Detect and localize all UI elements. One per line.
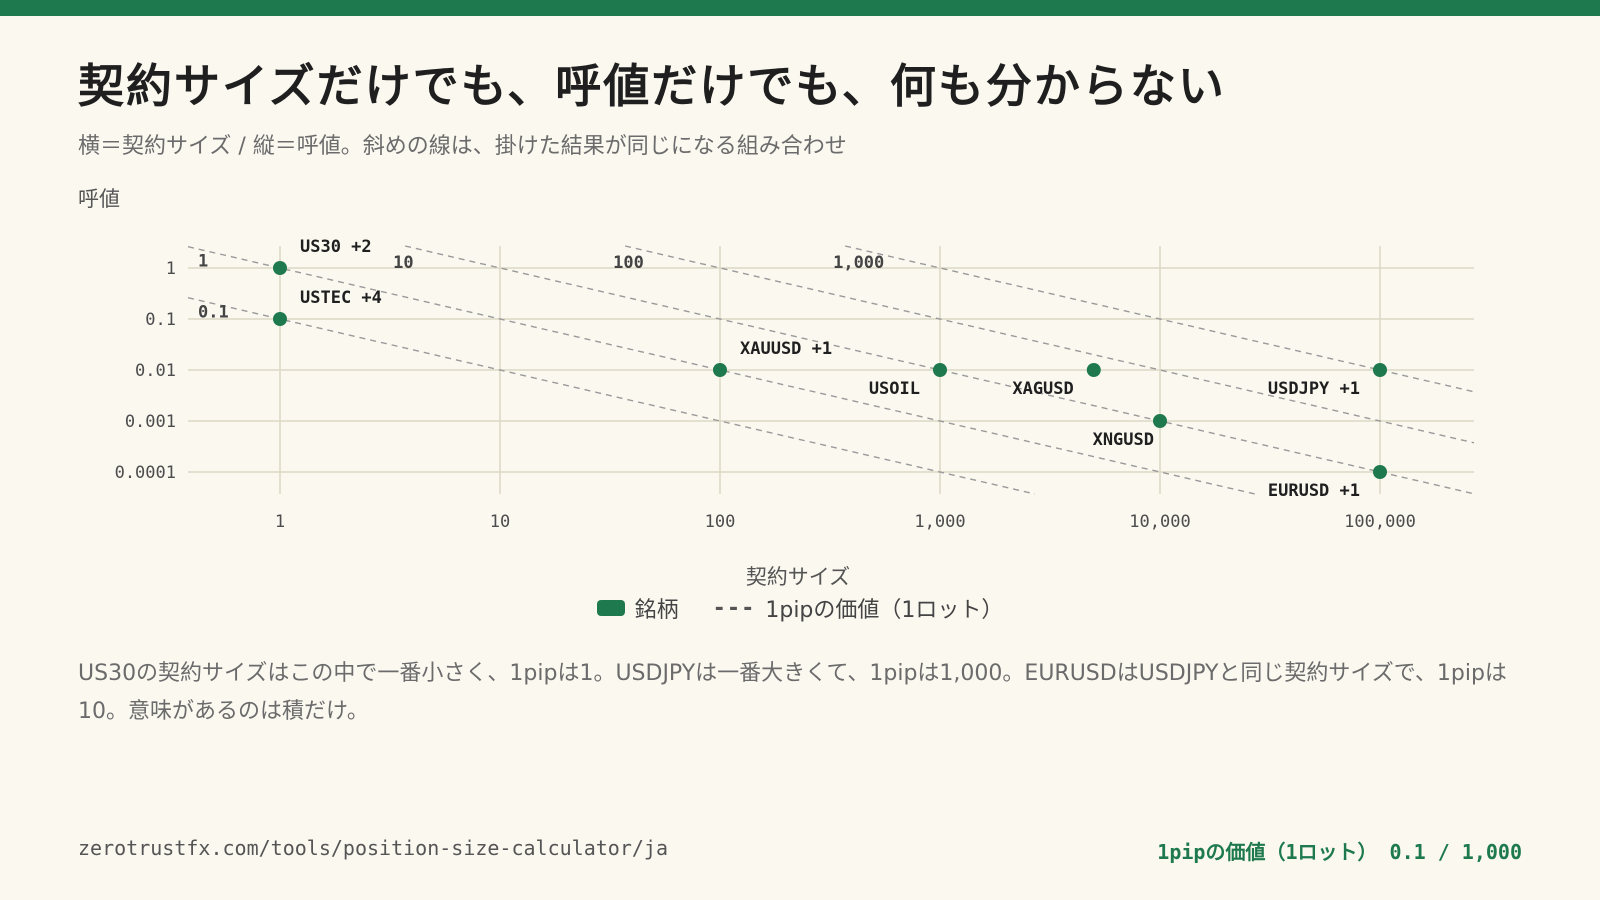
x-axis-title: 契約サイズ [746,565,850,589]
iso-line-label: 1,000 [833,253,884,273]
data-point-usdjpy [1373,363,1387,377]
iso-line [404,245,1475,495]
iso-line [844,245,1475,393]
data-point-xagusd [1086,363,1101,377]
data-point-label: XAUUSD +1 [740,339,832,359]
iso-line-label: 0.1 [198,303,229,323]
y-tick-label: 0.01 [135,361,176,381]
y-tick-label: 0.0001 [115,463,176,483]
y-axis-title: 呼値 [78,187,120,211]
data-point-label: US30 +2 [300,237,372,257]
data-point-xauusd [713,363,727,377]
x-tick-label: 10 [490,512,510,532]
x-tick-label: 1,000 [914,512,965,532]
chart-legend: 銘柄 --- 1pipの価値（1ロット） [0,592,1600,624]
footer-value-range: 1pipの価値（1ロット） 0.1 / 1,000 [1157,840,1522,864]
iso-line-label: 10 [393,253,413,273]
grid-lines [188,246,1474,494]
data-point-label: EURUSD +1 [1268,481,1360,501]
iso-line [187,296,1036,495]
data-point-usoil [933,363,947,377]
data-point-label: USTEC +4 [300,288,382,308]
data-points: US30 +2 USTEC +4 XAUUSD +1 USOIL XAGUSD XNGUS… [273,237,1387,501]
legend-line-label: 1pipの価値（1ロット） [765,598,1004,623]
data-point-label: XNGUSD [1093,430,1154,450]
iso-line [624,245,1475,444]
x-tick-label: 10,000 [1129,512,1190,532]
y-tick-label: 0.1 [145,310,176,330]
iso-lines [187,245,1475,495]
legend-item-iso-line: --- 1pipの価値（1ロット） [713,592,1004,624]
legend-point-swatch [596,600,625,616]
legend-item-points: 銘柄 [596,592,679,624]
legend-dash-symbol: --- [712,595,756,621]
top-accent-bar [0,0,1600,16]
data-point-ustec [273,312,287,326]
data-point-us30 [273,261,287,275]
x-tick-label: 100 [705,512,736,532]
y-tick-label: 1 [166,259,176,279]
page-title: 契約サイズだけでも、呼値だけでも、何も分からない [78,59,1226,113]
tick-labels: 1 0.1 0.01 0.001 0.0001 1 10 100 1,000 10,000 100,… [115,252,1416,532]
data-point-label: XAGUSD [1012,379,1073,399]
data-point-xngusd [1153,414,1167,428]
x-tick-label: 100,000 [1344,512,1416,532]
page-subtitle: 横＝契約サイズ / 縦＝呼値。斜めの線は、掛けた結果が同じになる組み合わせ [78,134,847,159]
log-scatter-chart: US30 +2 USTEC +4 XAUUSD +1 USOIL XAGUSD XNGUS… [78,187,1475,589]
iso-line-label: 1 [198,252,208,272]
y-tick-label: 0.001 [125,412,176,432]
data-point-label: USOIL [869,379,920,399]
chart-description: US30の契約サイズはこの中で一番小さく、1pipは1。USDJPYは一番大きく… [78,661,1507,724]
data-point-label: USDJPY +1 [1268,379,1360,399]
data-point-eurusd [1373,465,1387,479]
x-tick-label: 1 [275,512,285,532]
legend-points-label: 銘柄 [634,598,679,623]
iso-line-label: 100 [613,253,644,273]
footer-url: zerotrustfx.com/tools/position-size-calc… [78,836,669,860]
